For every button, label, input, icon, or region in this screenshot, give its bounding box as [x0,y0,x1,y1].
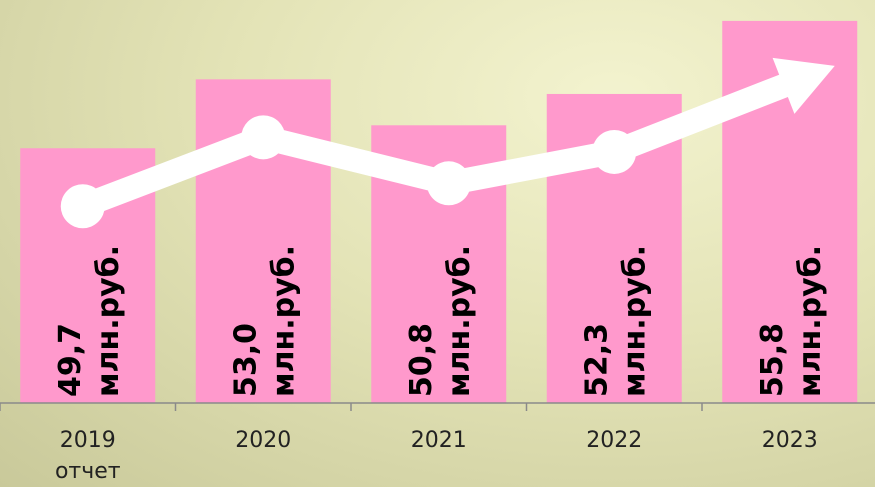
tick-label-2020: 2020 [235,428,291,453]
trend-point-2019 [60,184,105,229]
data-label-2020: 53,0 млн.руб. [228,245,301,397]
bars-group [20,20,858,403]
tick-label-2023: 2023 [762,428,818,453]
trend-point-2020 [241,115,286,160]
trend-point-2022 [592,129,637,174]
tick-label-2022: 2022 [586,428,642,453]
trend-point-2021 [426,161,471,206]
data-label-2023: 55,8 млн.руб. [755,245,828,397]
data-label-2021: 50,8 млн.руб. [404,245,477,397]
trend-arrow-head [772,57,835,114]
x-tick-labels: 2019 отчет 2020 2021 2022 2023 [55,428,818,484]
data-label-2019: 49,7 млн.руб. [53,245,126,397]
trend-line [60,57,835,229]
data-label-2022: 52,3 млн.руб. [579,245,652,397]
bar-labels-group: 49,7 млн.руб. 53,0 млн.руб. 50,8 млн.руб. 52,3… [53,245,828,397]
tick-label-2021: 2021 [411,428,467,453]
tick-sublabel-2019: отчет [55,459,121,484]
x-axis [0,402,875,411]
tick-label-2019: 2019 [60,428,116,453]
